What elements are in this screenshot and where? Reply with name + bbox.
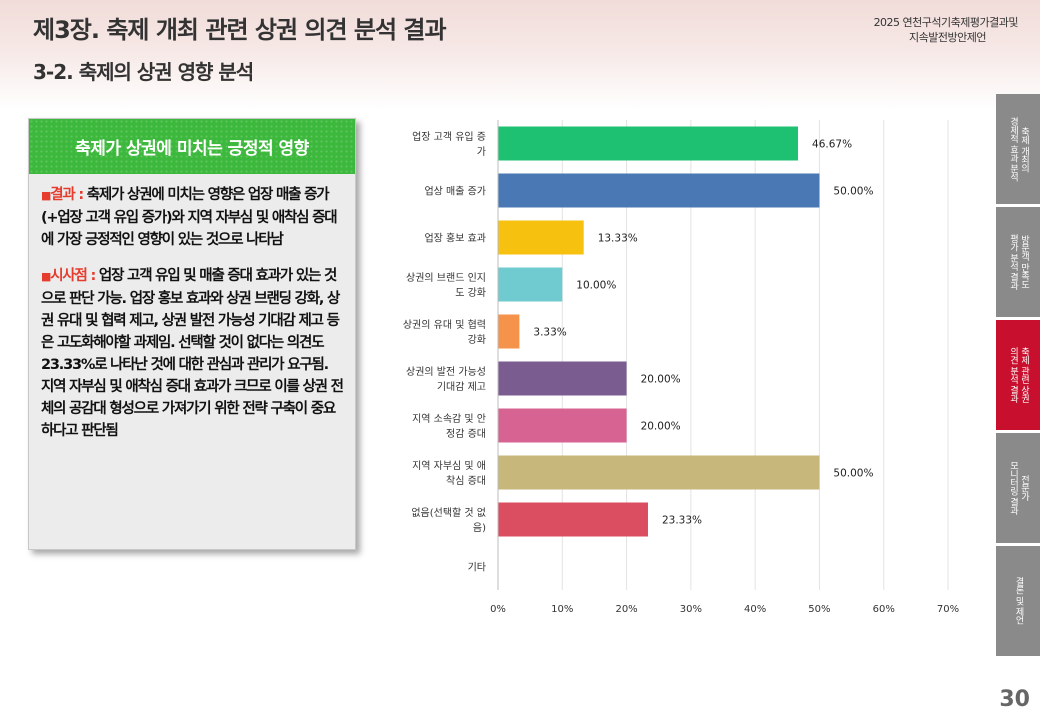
bullet-icon: ■ <box>41 270 51 283</box>
tab-conclusion[interactable]: 결론 및 제언 <box>996 546 1040 656</box>
category-label: 업상 매출 증가 <box>424 185 486 198</box>
data-label: 50.00% <box>833 186 873 198</box>
report-title-line1: 2025 연천구석기축제평가결과및 <box>873 16 1019 29</box>
x-tick-label: 70% <box>937 604 959 615</box>
category-label: 없음(선택할 것 없 음) <box>411 506 486 534</box>
page-number: 30 <box>999 687 1030 712</box>
x-tick-label: 20% <box>615 604 637 615</box>
report-title: 2025 연천구석기축제평가결과및 지속발전방안제언 <box>778 15 1019 45</box>
result-text: 축제가 상권에 미치는 영향은 업장 매출 증가(+업장 고객 유입 증가)와 … <box>41 187 338 248</box>
bar <box>498 267 563 302</box>
category-label: 기타 <box>468 562 486 574</box>
data-label: 46.67% <box>812 139 852 151</box>
x-tick-label: 40% <box>744 604 766 615</box>
bar <box>498 220 584 255</box>
category-label: 지역 자부심 및 애 착심 증대 <box>412 460 486 487</box>
category-label: 업장 홍보 효과 <box>424 232 486 245</box>
bar <box>498 314 520 349</box>
bar <box>498 361 627 396</box>
result-paragraph: ■결과 : 축제가 상권에 미치는 영향은 업장 매출 증가(+업장 고객 유입… <box>41 184 343 251</box>
category-label: 상권의 브랜드 인지 도 강화 <box>406 272 486 299</box>
report-title-line2: 지속발전방안제언 <box>909 31 986 44</box>
category-label: 지역 소속감 및 안 정감 증대 <box>412 413 486 440</box>
implication-paragraph: ■시사점 : 업장 고객 유입 및 매출 증대 효과가 있는 것으로 판단 가능… <box>41 265 344 442</box>
bar <box>498 126 799 161</box>
tab-label: 결론 및 제언 <box>1013 577 1024 625</box>
data-label: 23.33% <box>662 515 702 527</box>
x-tick-label: 10% <box>551 604 573 615</box>
bullet-icon: ■ <box>41 189 51 202</box>
x-tick-label: 30% <box>680 604 702 615</box>
tab-economic-effect[interactable]: 축제 개최의 경제적 효과 분석 <box>996 94 1040 204</box>
data-label: 50.00% <box>833 468 873 480</box>
panel-body: ■결과 : 축제가 상권에 미치는 영향은 업장 매출 증가(+업장 고객 유입… <box>29 174 355 442</box>
tab-label: 방문객 만족도 평가 분석 결과 <box>1008 234 1029 290</box>
data-label: 10.00% <box>576 280 616 292</box>
tab-label: 축제 관련 상권 의견 분석 결과 <box>1008 347 1029 403</box>
implication-text: 업장 고객 유입 및 매출 증대 효과가 있는 것으로 판단 가능. 업장 홍보… <box>41 268 344 439</box>
positive-impact-bar-chart: 0% 10% 20% 30% 40% 50% 60% 70% 업장 고객 유입 증 가 46.67%… <box>403 120 959 615</box>
tab-commerce-opinion[interactable]: 축제 관련 상권 의견 분석 결과 <box>996 320 1040 430</box>
tab-label: 축제 개최의 경제적 효과 분석 <box>1008 116 1029 182</box>
data-label: 3.33% <box>533 327 566 339</box>
chapter-tabs: 축제 개최의 경제적 효과 분석 방문객 만족도 평가 분석 결과 축제 관련 … <box>996 94 1040 659</box>
data-label: 20.00% <box>641 421 681 433</box>
panel-title: 축제가 상권에 미치는 긍정적 영향 <box>29 119 355 174</box>
data-label: 20.00% <box>641 374 681 386</box>
tab-label: 전문가 모니터링 결과 <box>1008 461 1029 515</box>
x-tick-label: 50% <box>808 604 830 615</box>
summary-panel: 축제가 상권에 미치는 긍정적 영향 ■결과 : 축제가 상권에 미치는 영향은… <box>28 118 356 550</box>
tab-visitor-satisfaction[interactable]: 방문객 만족도 평가 분석 결과 <box>996 207 1040 317</box>
implication-label: 시사점 : <box>50 268 96 284</box>
tab-expert-monitoring[interactable]: 전문가 모니터링 결과 <box>996 433 1040 543</box>
data-label: 13.33% <box>598 233 638 245</box>
bar <box>498 173 820 208</box>
category-label: 상권의 발전 가능성 기대감 제고 <box>406 366 486 393</box>
x-tick-label: 0% <box>490 604 506 615</box>
result-label: 결과 : <box>50 187 84 203</box>
bar <box>498 502 648 537</box>
bar <box>498 455 820 490</box>
header-background <box>0 0 1040 110</box>
section-subtitle: 3-2. 축제의 상권 영향 분석 <box>33 60 254 84</box>
chapter-title: 제3장. 축제 개최 관련 상권 의견 분석 결과 <box>33 16 447 44</box>
x-tick-label: 60% <box>873 604 895 615</box>
category-label: 상권의 유대 및 협력 강화 <box>403 318 486 346</box>
bar <box>498 408 627 443</box>
